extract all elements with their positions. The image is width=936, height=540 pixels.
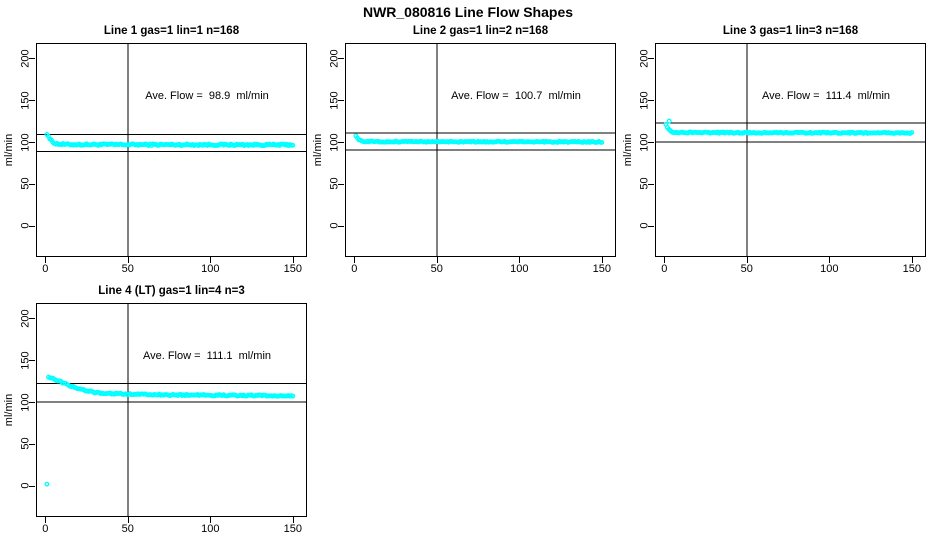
avg-flow-annotation: Ave. Flow = 111.1 ml/min <box>142 350 272 362</box>
x-tick-label: 150 <box>283 263 302 275</box>
plot-area: Ave. Flow = 100.7 ml/min ml/min 0 50 100 15… <box>312 43 616 275</box>
x-axis-tick <box>127 517 129 523</box>
plot-area: Ave. Flow = 111.4 ml/min ml/min 0 50 100 15… <box>622 43 926 275</box>
y-tick-label: 200 <box>328 49 341 68</box>
y-tick-label: 100 <box>19 392 32 412</box>
x-tick-label: 100 <box>820 263 839 275</box>
x-axis-tick <box>210 257 212 263</box>
panel-line-1: Line 1 gas=1 lin=1 n=168 Ave. Flow = 98.… <box>0 23 312 275</box>
x-tick-label: 150 <box>902 263 921 275</box>
y-axis-tick <box>338 225 344 227</box>
x-axis-tick <box>210 517 212 523</box>
y-tick-label: 0 <box>638 222 651 229</box>
avg-flow-annotation: Ave. Flow = 111.4 ml/min <box>761 90 891 102</box>
panel-title: Line 2 gas=1 lin=2 n=168 <box>412 25 549 37</box>
x-axis-tick <box>436 257 438 263</box>
y-tick-label: 200 <box>19 49 32 68</box>
y-tick-label: 50 <box>328 177 341 191</box>
y-tick-label: 50 <box>19 177 32 191</box>
y-axis-tick <box>29 402 35 404</box>
x-axis-tick <box>664 257 666 263</box>
plot-area: Ave. Flow = 111.1 ml/min ml/min 0 50 100 15… <box>3 303 307 535</box>
y-tick-label: 100 <box>638 132 651 152</box>
x-axis-tick <box>354 257 356 263</box>
x-tick-label: 150 <box>283 523 302 535</box>
panel-title: Line 3 gas=1 lin=3 n=168 <box>722 25 859 37</box>
y-axis-tick <box>29 58 35 60</box>
avg-flow-annotation: Ave. Flow = 98.9 ml/min <box>145 90 269 102</box>
y-axis-tick <box>338 183 344 185</box>
x-tick-label: 50 <box>121 263 134 275</box>
y-axis-tick <box>29 142 35 144</box>
y-tick-label: 150 <box>328 90 341 110</box>
y-axis-tick <box>648 183 654 185</box>
x-tick-label: 100 <box>201 263 220 275</box>
x-axis-tick <box>911 257 913 263</box>
panel-line-4-lt: Line 4 (LT) gas=1 lin=4 n=3 Ave. Flow = … <box>0 283 312 535</box>
x-tick-label: 0 <box>42 263 49 275</box>
y-axis-label: ml/min <box>622 133 634 167</box>
main-title: NWR_080816 Line Flow Shapes <box>362 4 574 20</box>
y-axis-tick <box>29 318 35 320</box>
y-axis-tick <box>29 183 35 185</box>
panel-title: Line 1 gas=1 lin=1 n=168 <box>103 25 240 37</box>
y-axis-tick <box>338 58 344 60</box>
x-axis-tick <box>746 257 748 263</box>
panel-line-2: Line 2 gas=1 lin=2 n=168 Ave. Flow = 100… <box>309 23 621 275</box>
y-axis-tick <box>648 225 654 227</box>
x-tick-label: 150 <box>592 263 611 275</box>
y-axis-tick <box>648 142 654 144</box>
y-axis-label: ml/min <box>3 393 15 427</box>
x-tick-label: 0 <box>351 263 358 275</box>
y-axis-tick <box>338 100 344 102</box>
panel-line-3: Line 3 gas=1 lin=3 n=168 Ave. Flow = 111… <box>619 23 931 275</box>
y-tick-label: 50 <box>19 437 32 451</box>
y-tick-label: 150 <box>638 90 651 110</box>
y-tick-label: 50 <box>638 177 651 191</box>
x-axis-tick <box>45 517 47 523</box>
y-tick-label: 100 <box>19 132 32 152</box>
scatter-plot <box>656 44 925 256</box>
x-axis-tick <box>45 257 47 263</box>
scatter-plot <box>346 44 615 256</box>
y-axis-tick <box>29 100 35 102</box>
x-tick-label: 100 <box>201 523 220 535</box>
x-tick-label: 100 <box>510 263 529 275</box>
x-axis-tick <box>292 257 294 263</box>
y-axis-tick <box>648 100 654 102</box>
x-axis-tick <box>601 257 603 263</box>
x-tick-label: 0 <box>42 523 49 535</box>
y-axis-tick <box>29 360 35 362</box>
x-tick-label: 50 <box>430 263 443 275</box>
y-axis-tick <box>29 485 35 487</box>
avg-flow-annotation: Ave. Flow = 100.7 ml/min <box>451 90 581 102</box>
y-tick-label: 200 <box>19 309 32 328</box>
y-tick-label: 0 <box>19 222 32 229</box>
y-tick-label: 200 <box>638 49 651 68</box>
scatter-plot <box>37 304 306 516</box>
y-tick-label: 150 <box>19 90 32 110</box>
x-axis-tick <box>292 517 294 523</box>
y-tick-label: 0 <box>328 222 341 229</box>
x-tick-label: 50 <box>740 263 753 275</box>
y-tick-label: 150 <box>19 350 32 370</box>
x-tick-label: 0 <box>661 263 668 275</box>
panel-title: Line 4 (LT) gas=1 lin=4 n=3 <box>98 285 245 297</box>
plot-area: Ave. Flow = 98.9 ml/min ml/min 0 50 100 150… <box>3 43 307 275</box>
x-axis-tick <box>127 257 129 263</box>
y-tick-label: 100 <box>328 132 341 152</box>
x-axis-tick <box>519 257 521 263</box>
y-tick-label: 0 <box>19 482 32 489</box>
x-tick-label: 50 <box>121 523 134 535</box>
y-axis-label: ml/min <box>3 133 15 167</box>
x-axis-tick <box>829 257 831 263</box>
y-axis-label: ml/min <box>312 133 324 167</box>
y-axis-tick <box>29 443 35 445</box>
y-axis-tick <box>338 142 344 144</box>
y-axis-tick <box>648 58 654 60</box>
y-axis-tick <box>29 225 35 227</box>
scatter-plot <box>37 44 306 256</box>
